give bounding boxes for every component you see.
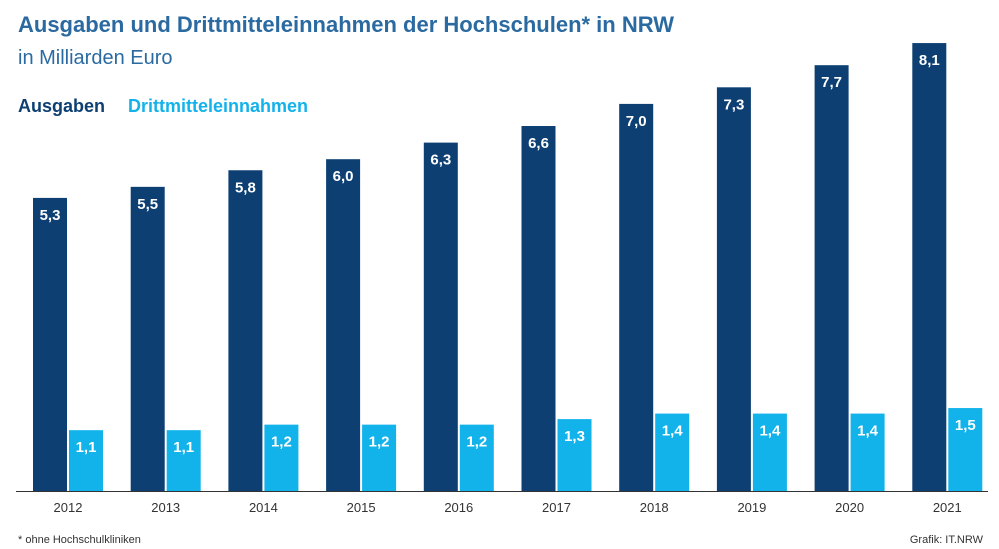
footnote: * ohne Hochschulkliniken xyxy=(18,534,141,546)
data-label-drittmittel-2012: 1,1 xyxy=(76,439,97,456)
data-label-drittmittel-2015: 1,2 xyxy=(369,434,390,451)
bar-ausgaben-2021 xyxy=(912,43,947,491)
x-tick-label-2014: 2014 xyxy=(249,500,278,515)
bar-ausgaben-2020 xyxy=(814,65,849,491)
bar-ausgaben-2019 xyxy=(716,87,751,491)
data-label-ausgaben-2019: 7,3 xyxy=(723,96,744,113)
x-tick-label-2015: 2015 xyxy=(347,500,376,515)
bar-ausgaben-2018 xyxy=(619,103,654,492)
x-tick-label-2017: 2017 xyxy=(542,500,571,515)
bar-ausgaben-2012 xyxy=(33,197,67,491)
data-label-ausgaben-2017: 6,6 xyxy=(528,135,549,152)
data-label-ausgaben-2020: 7,7 xyxy=(821,74,842,91)
bar-drittmittel-2021 xyxy=(948,408,983,491)
chart-subtitle: in Milliarden Euro xyxy=(18,47,173,69)
bar-drittmittel-2015 xyxy=(362,424,397,491)
bar-drittmittel-2019 xyxy=(752,413,787,491)
chart-title: Ausgaben und Drittmitteleinnahmen der Ho… xyxy=(18,12,674,37)
data-label-drittmittel-2016: 1,2 xyxy=(466,434,487,451)
bar-ausgaben-2014 xyxy=(228,170,263,491)
data-label-drittmittel-2017: 1,3 xyxy=(564,428,585,445)
bar-drittmittel-2013 xyxy=(166,430,201,491)
x-tick-label-2013: 2013 xyxy=(151,500,180,515)
x-tick-label-2020: 2020 xyxy=(835,500,864,515)
bar-drittmittel-2018 xyxy=(655,413,690,491)
x-tick-label-2012: 2012 xyxy=(54,500,83,515)
data-label-ausgaben-2014: 5,8 xyxy=(235,179,256,196)
data-label-drittmittel-2013: 1,1 xyxy=(173,439,194,456)
data-label-drittmittel-2020: 1,4 xyxy=(857,423,879,440)
bar-ausgaben-2016 xyxy=(423,142,458,492)
x-tick-label-2016: 2016 xyxy=(444,500,473,515)
bar-drittmittel-2020 xyxy=(850,413,885,491)
legend: Ausgaben Drittmitteleinnahmen xyxy=(18,96,308,117)
bar-ausgaben-2017 xyxy=(521,126,556,492)
data-label-ausgaben-2012: 5,3 xyxy=(40,207,61,224)
data-label-ausgaben-2013: 5,5 xyxy=(137,196,158,213)
bar-ausgaben-2013 xyxy=(130,186,165,491)
data-label-drittmittel-2018: 1,4 xyxy=(662,423,684,440)
source-credit: Grafik: IT.NRW xyxy=(909,534,983,546)
x-tick-label-2019: 2019 xyxy=(737,500,766,515)
legend-item-drittmitteleinnahmen: Drittmitteleinnahmen xyxy=(128,96,309,116)
bar-drittmittel-2014 xyxy=(264,424,299,491)
data-label-ausgaben-2021: 8,1 xyxy=(919,52,940,69)
x-tick-label-2018: 2018 xyxy=(640,500,669,515)
data-label-drittmittel-2021: 1,5 xyxy=(955,417,976,434)
data-label-drittmittel-2019: 1,4 xyxy=(759,423,781,440)
data-label-ausgaben-2018: 7,0 xyxy=(626,113,647,130)
bar-ausgaben-2015 xyxy=(326,159,361,491)
bar-drittmittel-2012 xyxy=(69,430,103,491)
x-tick-label-2021: 2021 xyxy=(933,500,962,515)
data-label-drittmittel-2014: 1,2 xyxy=(271,434,292,451)
data-label-ausgaben-2016: 6,3 xyxy=(430,152,451,169)
bar-drittmittel-2017 xyxy=(557,419,592,491)
bar-drittmittel-2016 xyxy=(459,424,494,491)
data-label-ausgaben-2015: 6,0 xyxy=(333,168,354,185)
legend-item-ausgaben: Ausgaben xyxy=(18,96,106,116)
